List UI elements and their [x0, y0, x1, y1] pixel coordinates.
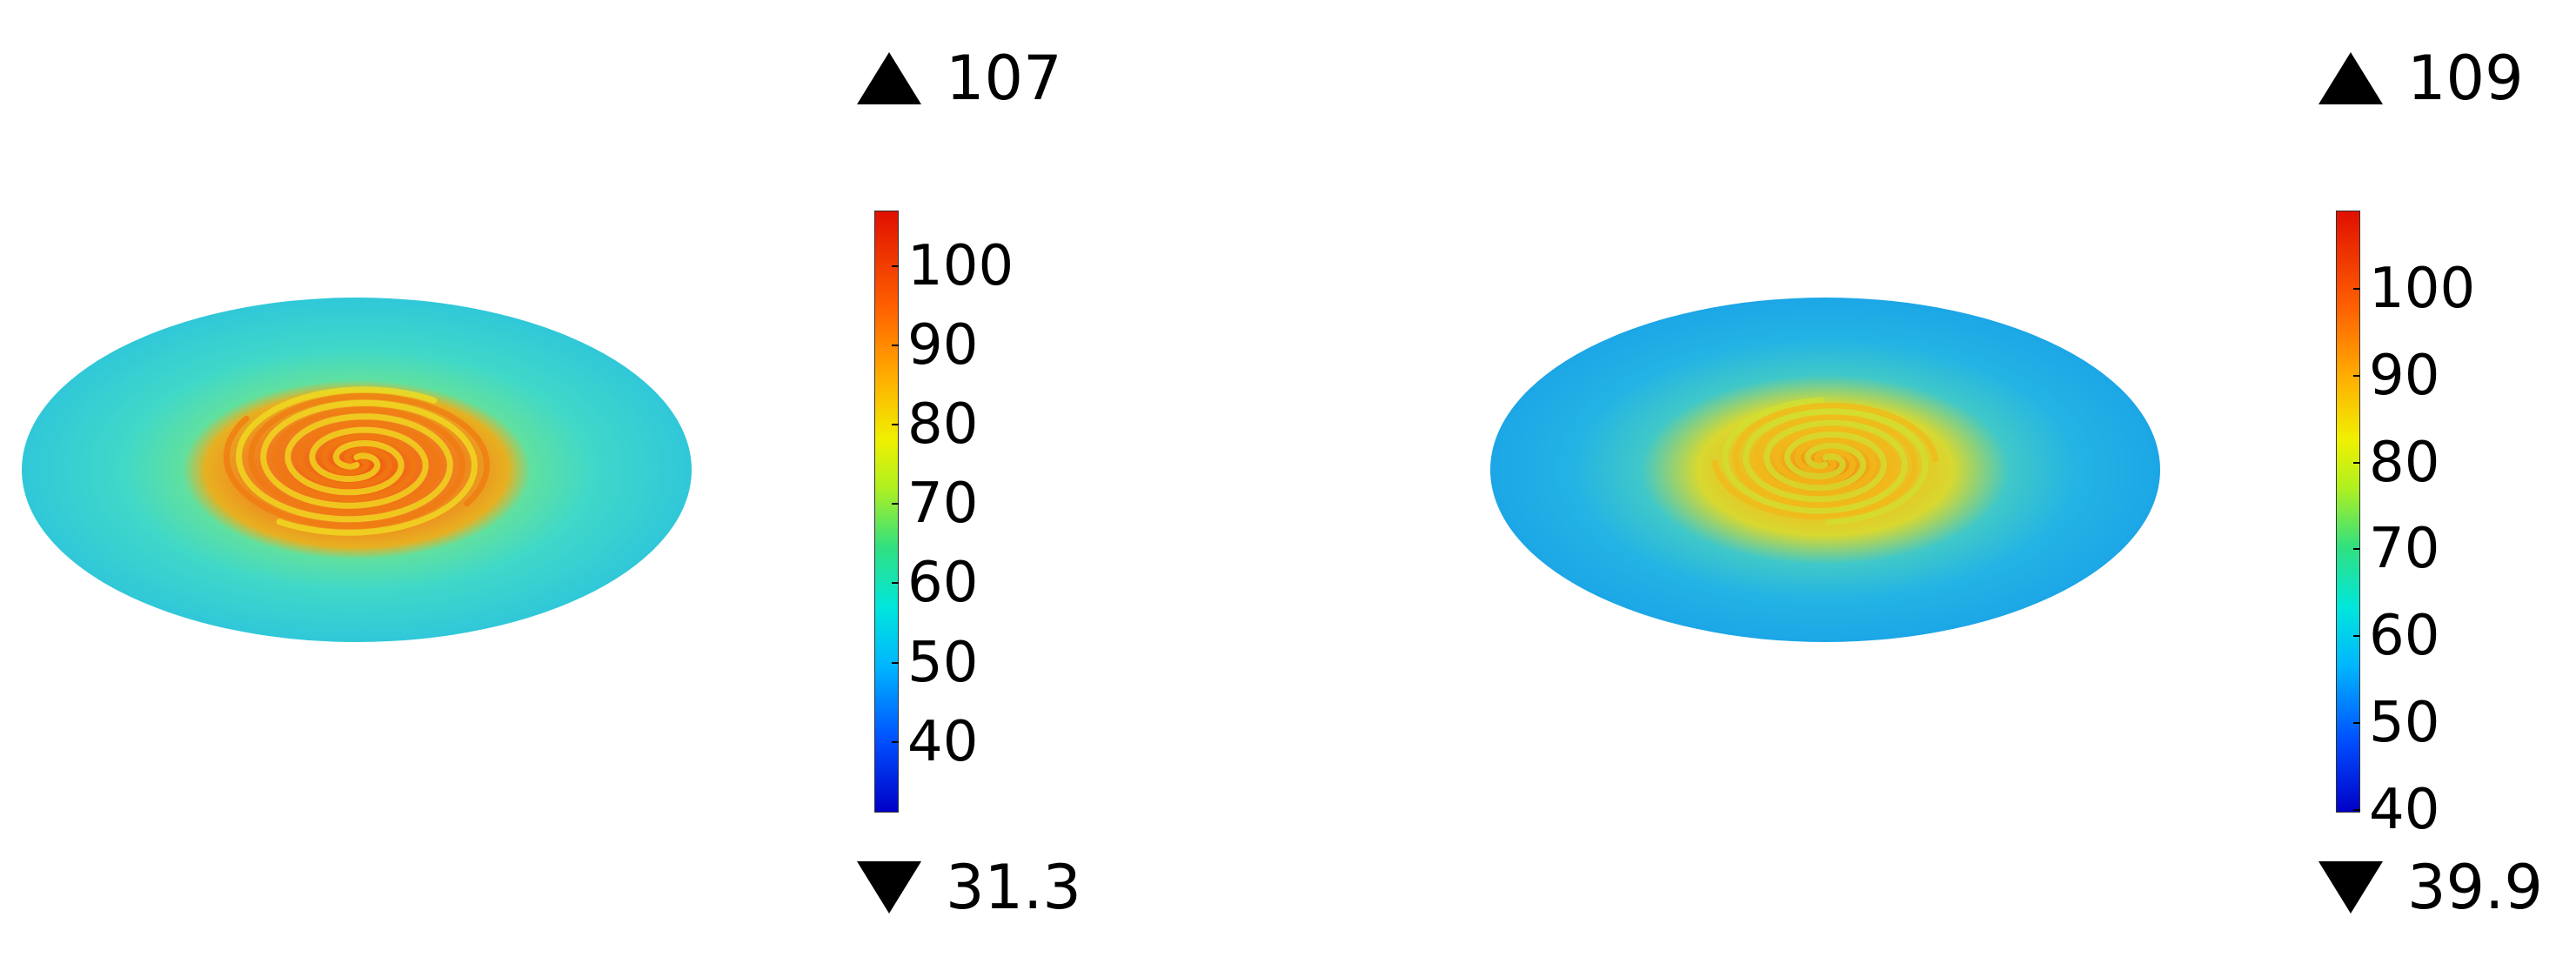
- spiral-arm: [236, 386, 453, 523]
- max-triangle-icon: [2318, 52, 2383, 104]
- colorbar-tick-mark: [892, 264, 899, 267]
- spiral-arm: [1722, 397, 1908, 514]
- colorbar-left: [874, 211, 899, 813]
- surface-plot-right: [1490, 298, 2160, 642]
- colorbar-tick-mark: [892, 740, 899, 743]
- max-value-right: 109: [2407, 43, 2524, 114]
- colorbar-tick-label: 100: [2369, 256, 2476, 321]
- max-marker-right: 109: [2318, 48, 2524, 109]
- spiral-arm: [223, 406, 465, 529]
- plot-panel-left: 107 100 90 80 70 60 50 40 31.3: [22, 48, 1081, 918]
- plot-panel-right: 109 100 90 80 70 60 50 40 39.9: [1288, 0, 2576, 957]
- max-value-left: 107: [946, 43, 1062, 114]
- colorbar-tick-label: 60: [2369, 604, 2440, 669]
- colorbar-tick-mark: [2353, 809, 2360, 811]
- min-marker-left: 31.3: [857, 857, 1081, 918]
- colorbar-tick-label: 80: [2369, 430, 2440, 495]
- colorbar-tick-mark: [892, 503, 899, 505]
- colorbar-tick-label: 60: [907, 551, 979, 616]
- colorbar-tick-mark: [892, 424, 899, 426]
- spiral-right: [1711, 397, 1939, 525]
- spiral-arm: [1711, 414, 1918, 520]
- colorbar-tick-mark: [2353, 287, 2360, 290]
- colorbar-tick-label: 90: [2369, 343, 2440, 408]
- colorbar-tick-label: 50: [907, 630, 979, 695]
- colorbar-tick-label: 50: [2369, 691, 2440, 756]
- colorbar-tick-label: 70: [907, 472, 979, 537]
- colorbar-tick-mark: [892, 582, 899, 585]
- min-triangle-icon: [857, 861, 921, 914]
- max-marker-left: 107: [857, 48, 1062, 109]
- colorbar-tick-label: 100: [907, 233, 1014, 298]
- colorbar-tick-label: 40: [907, 709, 979, 774]
- surface-plot-left: [22, 298, 692, 642]
- max-triangle-icon: [857, 52, 921, 104]
- spiral-arm: [1743, 408, 1929, 525]
- colorbar-tick-mark: [2353, 374, 2360, 377]
- colorbar-tick-label: 40: [2369, 778, 2440, 842]
- colorbar-tick-label: 70: [2369, 517, 2440, 582]
- colorbar-tick-label: 90: [907, 312, 979, 378]
- spiral-arm: [260, 399, 478, 536]
- colorbar-tick-mark: [892, 661, 899, 664]
- colorbar-tick-mark: [2353, 461, 2360, 464]
- colorbar-tick-mark: [2353, 635, 2360, 638]
- colorbar-tick-mark: [2353, 722, 2360, 725]
- spiral-arm: [1732, 402, 1939, 508]
- colorbar-tick-mark: [2353, 548, 2360, 551]
- colorbar-right: [2336, 211, 2360, 813]
- spiral-arm: [248, 393, 491, 516]
- min-value-left: 31.3: [946, 852, 1081, 923]
- spiral-left: [223, 386, 491, 536]
- colorbar-tick-mark: [892, 344, 899, 346]
- min-value-right: 39.9: [2407, 852, 2543, 923]
- min-marker-right: 39.9: [2318, 857, 2543, 918]
- colorbar-tick-label: 80: [907, 392, 979, 458]
- min-triangle-icon: [2318, 861, 2383, 914]
